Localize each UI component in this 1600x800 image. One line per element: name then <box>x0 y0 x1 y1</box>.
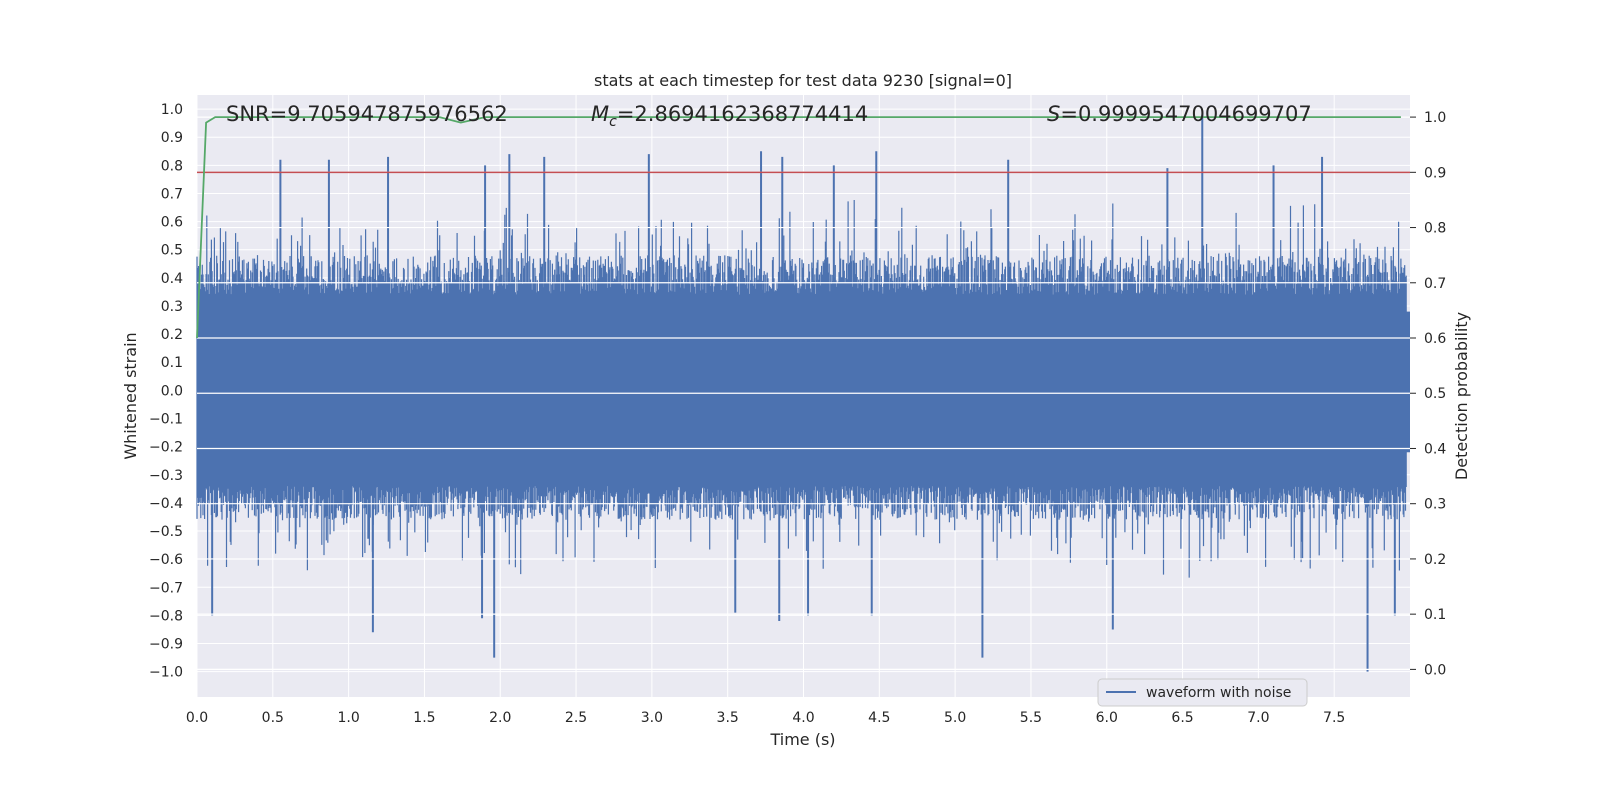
y-tick-label: −0.6 <box>149 552 183 568</box>
x-tick-label: 4.5 <box>868 710 890 726</box>
y-tick-label: 0.5 <box>161 243 183 259</box>
x-tick-label: 6.5 <box>1171 710 1193 726</box>
y2-tick-label: 0.0 <box>1424 662 1446 678</box>
x-tick-label: 7.5 <box>1323 710 1345 726</box>
y2-axis-ticks: 1.0 0.9 0.8 0.7 0.6 0.5 0.4 0.3 0.2 0.1 0.0 <box>1410 110 1446 678</box>
x-tick-label: 5.5 <box>1020 710 1042 726</box>
y-tick-label: −0.9 <box>149 637 183 653</box>
y2-tick-label: 0.6 <box>1424 331 1446 347</box>
waveform-dense-band <box>197 311 1410 453</box>
probability-series <box>196 116 1410 339</box>
legend: waveform with noise <box>1097 678 1308 707</box>
y-tick-label: −0.5 <box>149 524 183 540</box>
chirp-mass-value: =2.8694162368774414 <box>617 102 868 126</box>
y-tick-label: 0.7 <box>161 186 183 202</box>
y2-tick-label: 0.4 <box>1424 441 1446 457</box>
y-tick-label: −0.2 <box>149 440 183 456</box>
probability-line <box>196 116 1401 339</box>
y-tick-label: 0.1 <box>161 355 183 371</box>
x-tick-label: 0.0 <box>186 710 208 726</box>
x-tick-label: 2.0 <box>489 710 511 726</box>
chirp-mass-subscript: c <box>609 114 617 130</box>
y-tick-label: 0.0 <box>161 383 183 399</box>
y-tick-label: −0.3 <box>149 468 183 484</box>
x-tick-label: 4.0 <box>792 710 814 726</box>
x-tick-label: 1.5 <box>413 710 435 726</box>
y2-tick-label: 0.7 <box>1424 276 1446 292</box>
y2-tick-label: 1.0 <box>1424 110 1446 126</box>
score-annotation: S=0.9999547004699707 <box>1047 102 1312 126</box>
x-tick-label: 7.0 <box>1247 710 1269 726</box>
y-tick-label: 0.9 <box>161 130 183 146</box>
x-axis-ticks: 0.0 0.5 1.0 1.5 2.0 2.5 3.0 3.5 4.0 4.5 5.0 5.5 6.0 6… <box>186 710 1345 726</box>
y-tick-label: 1.0 <box>161 102 183 118</box>
y-tick-label: 0.4 <box>161 271 183 287</box>
y-tick-label: −0.4 <box>149 496 183 512</box>
chirp-mass-symbol: M <box>591 102 609 126</box>
y2-tick-label: 0.5 <box>1424 386 1446 402</box>
x-tick-label: 5.0 <box>944 710 966 726</box>
x-tick-label: 0.5 <box>262 710 284 726</box>
y-tick-label: 0.8 <box>161 158 183 174</box>
score-symbol: S <box>1047 102 1060 126</box>
y-tick-label: 0.3 <box>161 299 183 315</box>
y-axis-ticks: 1.0 0.9 0.8 0.7 0.6 0.5 0.4 0.3 0.2 0.1 0.0 −0.1 −0.… <box>149 102 183 681</box>
y-tick-label: −0.7 <box>149 580 183 596</box>
y2-tick-label: 0.3 <box>1424 497 1446 513</box>
y-tick-label: 0.2 <box>161 327 183 343</box>
score-value: =0.9999547004699707 <box>1060 102 1311 126</box>
y2-tick-label: 0.8 <box>1424 221 1446 237</box>
y2-axis-label: Detection probability <box>1452 312 1471 480</box>
x-tick-label: 3.5 <box>717 710 739 726</box>
chart-title: stats at each timestep for test data 923… <box>594 71 1012 90</box>
y-axis-label: Whitened strain <box>121 332 140 459</box>
y-tick-label: −1.0 <box>149 665 183 681</box>
y2-tick-label: 0.9 <box>1424 165 1446 181</box>
legend-box <box>1097 678 1308 707</box>
chirp-mass-annotation: Mc=2.8694162368774414 <box>591 102 868 130</box>
legend-entry-waveform: waveform with noise <box>1146 685 1291 701</box>
y-tick-label: 0.6 <box>161 215 183 231</box>
x-axis-label: Time (s) <box>769 730 835 749</box>
y2-tick-label: 0.2 <box>1424 552 1446 568</box>
x-tick-label: 1.0 <box>337 710 359 726</box>
snr-annotation: SNR=9.705947875976562 <box>226 102 508 126</box>
y-tick-label: −0.8 <box>149 608 183 624</box>
x-tick-label: 6.0 <box>1096 710 1118 726</box>
y2-tick-label: 0.1 <box>1424 607 1446 623</box>
y-tick-label: −0.1 <box>149 412 183 428</box>
x-tick-label: 3.0 <box>641 710 663 726</box>
x-tick-label: 2.5 <box>565 710 587 726</box>
